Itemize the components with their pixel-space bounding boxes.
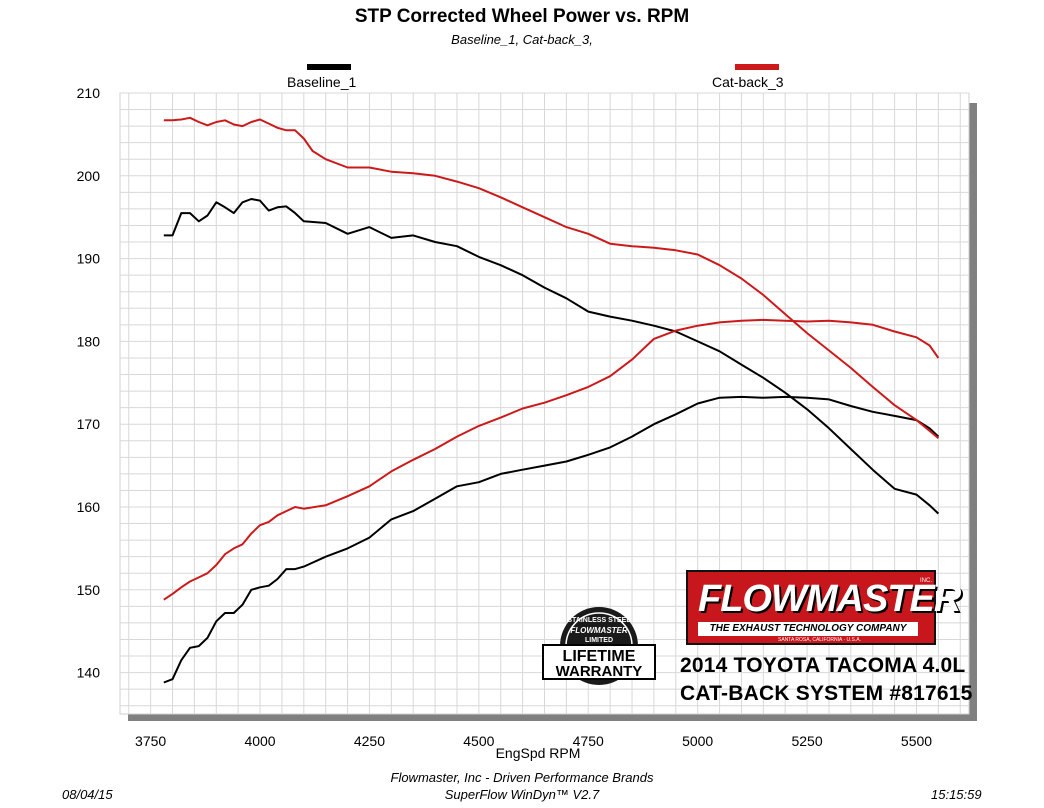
x-tick-label: 4250 (354, 733, 385, 749)
footer-software: SuperFlow WinDyn™ V2.7 (444, 787, 600, 802)
x-tick-label: 5250 (791, 733, 822, 749)
legend-label-baseline: Baseline_1 (287, 74, 357, 90)
x-tick-label: 5500 (901, 733, 932, 749)
chart-title: STP Corrected Wheel Power vs. RPM (354, 6, 690, 27)
y-tick-label: 140 (77, 665, 101, 681)
brand-logo-text: FLOWMASTER (698, 578, 961, 620)
series-group (163, 116, 940, 684)
x-axis: 3750 4000 4250 4500 4750 5000 5250 5500 (135, 733, 932, 749)
footer-date: 08/04/15 (62, 787, 113, 802)
badge-line5: WARRANTY (556, 663, 643, 680)
y-tick-label: 210 (77, 85, 101, 101)
series-line-baseline-1-power (163, 198, 940, 515)
x-tick-label: 3750 (135, 733, 166, 749)
y-tick-label: 180 (77, 333, 101, 349)
x-axis-label: EngSpd RPM (496, 745, 581, 761)
legend-label-catback: Cat-back_3 (712, 74, 784, 90)
flowmaster-logo: FLOWMASTER INC. THE EXHAUST TECHNOLOGY C… (686, 570, 961, 645)
badge-line4: LIFETIME (563, 648, 636, 665)
warranty-badge: STAINLESS STEEL FLOWMASTER LIMITED LIFET… (540, 605, 658, 687)
series-line-cat-back-3-torque (163, 318, 940, 601)
chart-subtitle: Baseline_1, Cat-back_3, (451, 32, 593, 47)
y-tick-label: 190 (77, 251, 101, 267)
system-caption: CAT-BACK SYSTEM #817615 (680, 682, 973, 705)
x-tick-label: 4750 (573, 733, 604, 749)
badge-line3: LIMITED (585, 637, 613, 644)
badge-line2: FLOWMASTER (570, 626, 628, 635)
badge-line1: STAINLESS STEEL (567, 617, 631, 624)
series-line-cat-back-3-power (163, 116, 940, 440)
vehicle-caption: 2014 TOYOTA TACOMA 4.0L (680, 654, 966, 677)
legend-swatch-baseline (307, 64, 351, 70)
series-line-baseline-1-torque (163, 395, 940, 684)
footer-time: 15:15:59 (931, 787, 982, 802)
legend-swatch-catback (735, 64, 779, 70)
x-tick-label: 4000 (244, 733, 275, 749)
y-axis: 140 150 160 170 180 190 200 210 (77, 85, 101, 681)
y-tick-label: 200 (77, 168, 101, 184)
grid (120, 92, 969, 714)
brand-tagline: THE EXHAUST TECHNOLOGY COMPANY (698, 622, 918, 636)
x-tick-label: 4500 (463, 733, 494, 749)
footer-company: Flowmaster, Inc - Driven Performance Bra… (390, 770, 654, 785)
brand-logo-mark: INC. (920, 578, 932, 584)
brand-location: SANTA ROSA, CALIFORNIA · U.S.A. (778, 637, 861, 643)
y-tick-label: 160 (77, 499, 101, 515)
y-tick-label: 150 (77, 582, 101, 598)
y-tick-label: 170 (77, 416, 101, 432)
x-tick-label: 5000 (682, 733, 713, 749)
